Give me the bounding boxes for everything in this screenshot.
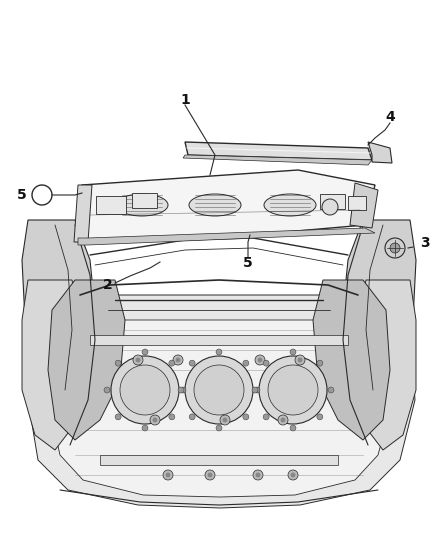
- Ellipse shape: [189, 194, 241, 216]
- Circle shape: [263, 414, 269, 420]
- Circle shape: [223, 417, 227, 423]
- Circle shape: [322, 199, 338, 215]
- Circle shape: [178, 387, 184, 393]
- Circle shape: [220, 415, 230, 425]
- Bar: [96, 196, 126, 214]
- Circle shape: [385, 238, 405, 258]
- Circle shape: [297, 358, 303, 362]
- Circle shape: [258, 358, 262, 362]
- Circle shape: [152, 417, 158, 423]
- Circle shape: [208, 472, 212, 478]
- Polygon shape: [353, 280, 416, 450]
- Circle shape: [390, 243, 400, 253]
- Ellipse shape: [194, 365, 244, 415]
- Circle shape: [254, 387, 260, 393]
- Circle shape: [216, 425, 222, 431]
- Polygon shape: [100, 455, 338, 465]
- Circle shape: [169, 414, 175, 420]
- Circle shape: [142, 425, 148, 431]
- Circle shape: [243, 414, 249, 420]
- Circle shape: [104, 387, 110, 393]
- Circle shape: [205, 470, 215, 480]
- Circle shape: [173, 355, 183, 365]
- Ellipse shape: [259, 356, 327, 424]
- Circle shape: [150, 415, 160, 425]
- Circle shape: [163, 470, 173, 480]
- Circle shape: [142, 349, 148, 355]
- Circle shape: [255, 355, 265, 365]
- Polygon shape: [78, 228, 375, 245]
- Bar: [132, 193, 157, 208]
- Text: 5: 5: [243, 256, 253, 270]
- Circle shape: [216, 349, 222, 355]
- Text: 5: 5: [17, 188, 27, 202]
- Circle shape: [290, 425, 296, 431]
- Circle shape: [133, 355, 143, 365]
- Text: 3: 3: [420, 236, 430, 250]
- Circle shape: [189, 414, 195, 420]
- Polygon shape: [343, 220, 416, 420]
- Bar: [348, 196, 366, 210]
- Polygon shape: [22, 220, 95, 420]
- Polygon shape: [50, 320, 390, 497]
- Circle shape: [290, 349, 296, 355]
- Polygon shape: [185, 142, 372, 160]
- Polygon shape: [48, 280, 125, 440]
- Circle shape: [169, 360, 175, 366]
- Polygon shape: [183, 155, 372, 165]
- Circle shape: [115, 360, 121, 366]
- Ellipse shape: [116, 194, 168, 216]
- Ellipse shape: [264, 194, 316, 216]
- Polygon shape: [78, 170, 375, 242]
- Ellipse shape: [185, 356, 253, 424]
- Circle shape: [115, 414, 121, 420]
- Circle shape: [263, 360, 269, 366]
- Circle shape: [243, 360, 249, 366]
- Circle shape: [278, 415, 288, 425]
- Circle shape: [288, 470, 298, 480]
- Polygon shape: [350, 183, 378, 228]
- Polygon shape: [74, 185, 92, 242]
- Circle shape: [176, 358, 180, 362]
- Ellipse shape: [111, 356, 179, 424]
- Circle shape: [166, 472, 170, 478]
- Circle shape: [280, 417, 286, 423]
- Ellipse shape: [120, 365, 170, 415]
- Ellipse shape: [268, 365, 318, 415]
- Polygon shape: [28, 295, 415, 508]
- Polygon shape: [313, 280, 390, 440]
- Polygon shape: [368, 142, 392, 163]
- Text: 2: 2: [103, 278, 113, 292]
- Circle shape: [328, 387, 334, 393]
- Circle shape: [290, 472, 296, 478]
- Circle shape: [135, 358, 141, 362]
- Circle shape: [253, 470, 263, 480]
- Text: 1: 1: [180, 93, 190, 107]
- Circle shape: [295, 355, 305, 365]
- Circle shape: [317, 414, 323, 420]
- Polygon shape: [90, 335, 348, 345]
- Circle shape: [317, 360, 323, 366]
- Circle shape: [252, 387, 258, 393]
- Circle shape: [255, 472, 261, 478]
- Circle shape: [32, 185, 52, 205]
- Circle shape: [189, 360, 195, 366]
- Polygon shape: [22, 280, 85, 450]
- Bar: [320, 194, 345, 209]
- Text: 4: 4: [385, 110, 395, 124]
- Circle shape: [180, 387, 186, 393]
